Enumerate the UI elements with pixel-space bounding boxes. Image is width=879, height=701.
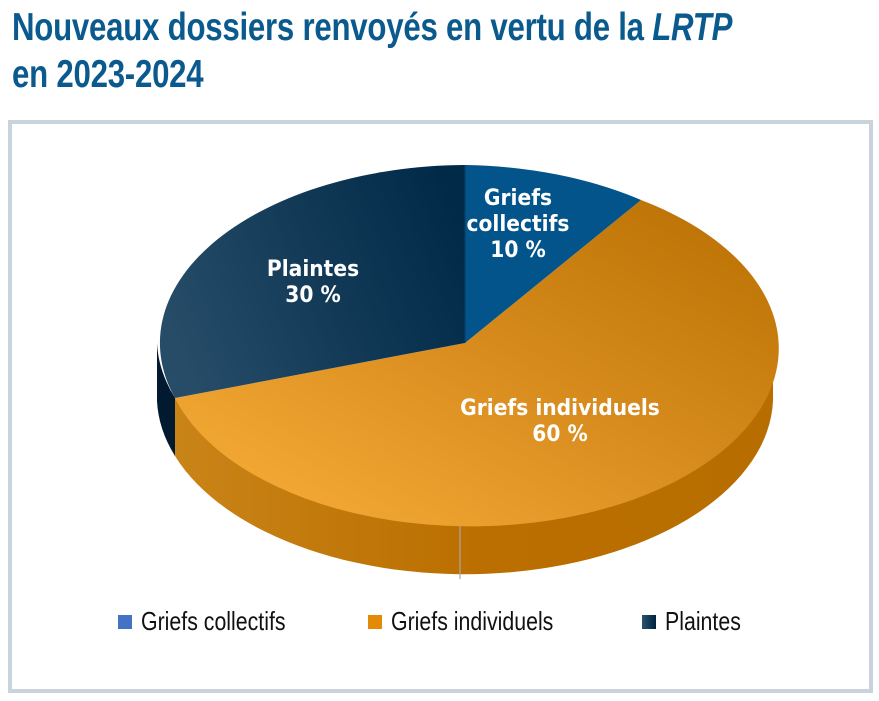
label-text: Griefs — [483, 186, 553, 211]
legend-label: Griefs collectifs — [141, 606, 286, 636]
legend-item-griefs-collectifs[interactable]: Griefs collectifs — [118, 606, 317, 637]
chart-title-line-2: en 2023-2024 — [12, 53, 204, 96]
slice-griefs-individuels[interactable] — [175, 200, 779, 527]
label-percent: 30 % — [285, 283, 341, 308]
label-text: collectifs — [466, 212, 570, 237]
label-griefs-collectifs: Griefs collectifs 10 % — [467, 186, 570, 264]
chart-legend: Griefs collectifs Griefs individuels Pla… — [0, 606, 879, 636]
label-percent: 60 % — [532, 422, 588, 447]
label-text: Griefs individuels — [460, 396, 660, 421]
legend-item-plaintes[interactable]: Plaintes — [642, 606, 758, 637]
label-griefs-individuels: Griefs individuels 60 % — [460, 396, 660, 448]
chart-title-line-1: Nouveaux dossiers renvoyés en vertu de l… — [12, 4, 732, 51]
label-text: Plaintes — [266, 257, 360, 282]
title-text: Nouveaux dossiers renvoyés en vertu de l… — [12, 6, 653, 49]
slice-plaintes[interactable] — [159, 165, 465, 398]
legend-label: Griefs individuels — [391, 606, 554, 636]
label-plaintes: Plaintes 30 % — [267, 257, 359, 309]
pie-side — [157, 343, 773, 579]
legend-item-griefs-individuels[interactable]: Griefs individuels — [368, 606, 589, 637]
chart-title: Nouveaux dossiers renvoyés en vertu de l… — [12, 4, 732, 98]
legend-swatch-icon — [642, 614, 656, 629]
label-percent: 10 % — [490, 238, 546, 263]
legend-swatch-icon — [368, 614, 382, 629]
title-acronym: LRTP — [652, 6, 733, 49]
slice-griefs-collectifs[interactable] — [465, 165, 641, 343]
legend-swatch-icon — [118, 614, 132, 629]
legend-label: Plaintes — [665, 606, 741, 636]
